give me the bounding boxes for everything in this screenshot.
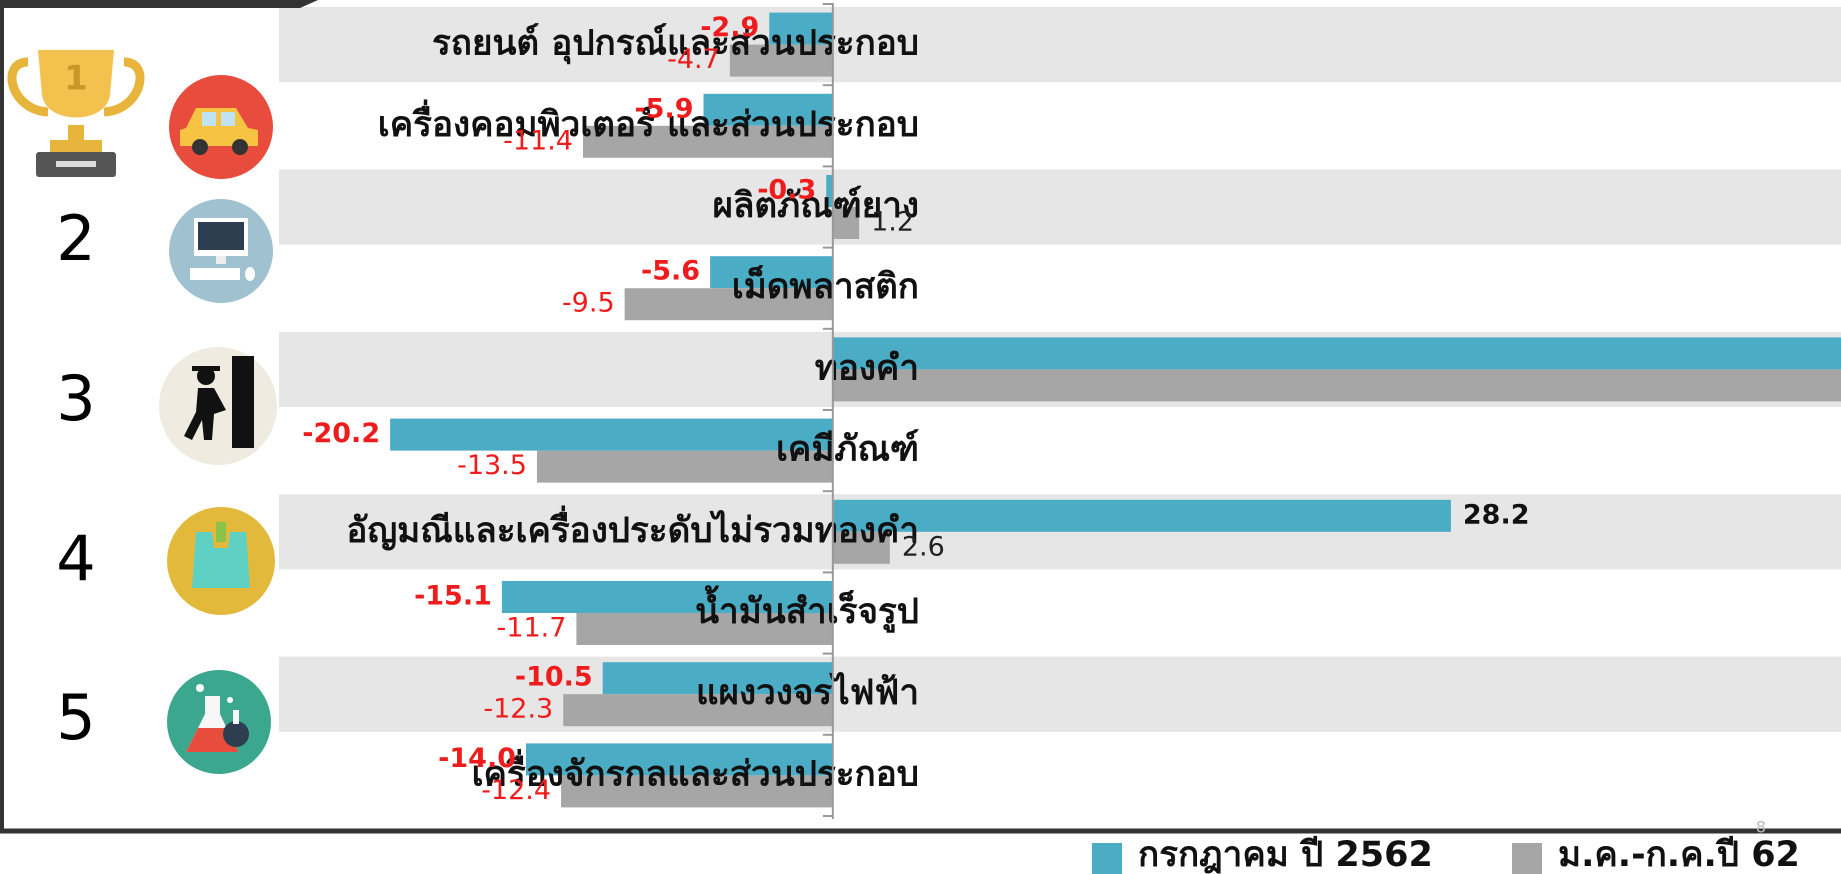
bar	[582, 125, 833, 158]
category-label: เครื่องจักรกลและส่วนประกอบ	[472, 748, 919, 794]
computer-icon	[169, 199, 273, 303]
category-label: เม็ดพลาสติก	[732, 264, 919, 307]
bar	[826, 175, 833, 207]
legend-swatch	[1092, 843, 1122, 874]
frame-corner	[0, 0, 318, 8]
value-label: -10.5	[515, 662, 593, 693]
category-label: อัญมณีและเครื่องประดับไม่รวมทองคำ	[346, 505, 919, 551]
value-label: -11.4	[503, 125, 573, 156]
rubber-tapper-icon	[159, 347, 277, 465]
bar	[769, 12, 833, 45]
value-label: -12.4	[481, 775, 551, 806]
category-label: รถยนต์ อุปกรณ์และส่วนประกอบ	[432, 23, 919, 65]
bar	[501, 581, 833, 613]
legend-label: ม.ค.-ก.ค.ปี 62	[1558, 835, 1800, 874]
bar	[832, 207, 860, 239]
category-label: ผลิตภัณฑ์ยาง	[712, 185, 919, 226]
row-band	[279, 169, 1841, 245]
value-label: -2.9	[700, 12, 759, 43]
category-label: เครื่องคอมพิวเตอร์ และส่วนประกอบ	[378, 99, 919, 145]
bar	[561, 775, 833, 808]
page-number: 8	[1756, 818, 1766, 837]
legend-label: กรกฎาคม ปี 2562	[1138, 835, 1433, 874]
category-label: แผงวงจรไฟฟ้า	[696, 671, 919, 713]
bar	[832, 337, 1841, 370]
value-label: -11.7	[497, 613, 567, 644]
bar	[526, 743, 833, 776]
flask-icon	[167, 670, 271, 774]
rank-label: 5	[56, 681, 95, 754]
value-label: -5.9	[634, 93, 693, 124]
value-label: -4.7	[667, 44, 720, 75]
value-label: 28.2	[1463, 499, 1530, 530]
bar	[563, 694, 833, 727]
bag-icon	[167, 507, 275, 615]
value-label: -0.3	[757, 175, 816, 206]
legend-swatch	[1512, 843, 1542, 874]
rank-label: 2	[56, 202, 95, 275]
rank-label: 1	[64, 59, 88, 99]
value-label: -5.6	[641, 256, 700, 287]
rank-label: 4	[56, 522, 95, 595]
value-label: 2.6	[902, 531, 945, 562]
bar	[832, 499, 1451, 532]
row-band	[279, 656, 1841, 732]
category-label: น้ำมันสำเร็จรูป	[695, 585, 919, 633]
value-label: -13.5	[457, 450, 527, 481]
rank-label: 3	[56, 362, 95, 435]
row-band	[279, 7, 1841, 83]
bar	[624, 288, 833, 321]
bar	[832, 369, 1841, 402]
category-label: เคมีภัณฑ์	[776, 429, 919, 470]
value-label: -9.5	[562, 288, 615, 319]
bar	[729, 44, 833, 77]
plot	[390, 12, 1841, 808]
bar	[576, 613, 833, 645]
bar	[710, 256, 833, 289]
car-icon	[169, 75, 273, 179]
bar	[602, 662, 833, 695]
trophy-icon	[7, 50, 145, 177]
bar	[536, 450, 833, 483]
value-label: -14.0	[438, 743, 516, 774]
value-label: -20.2	[302, 418, 380, 449]
bar	[390, 418, 833, 451]
value-label: 1.2	[871, 207, 914, 238]
value-label: -15.1	[414, 581, 492, 612]
category-label: ทองคำ	[815, 348, 919, 388]
value-label: -12.3	[483, 694, 553, 725]
bar	[832, 531, 890, 564]
bar	[703, 93, 833, 126]
